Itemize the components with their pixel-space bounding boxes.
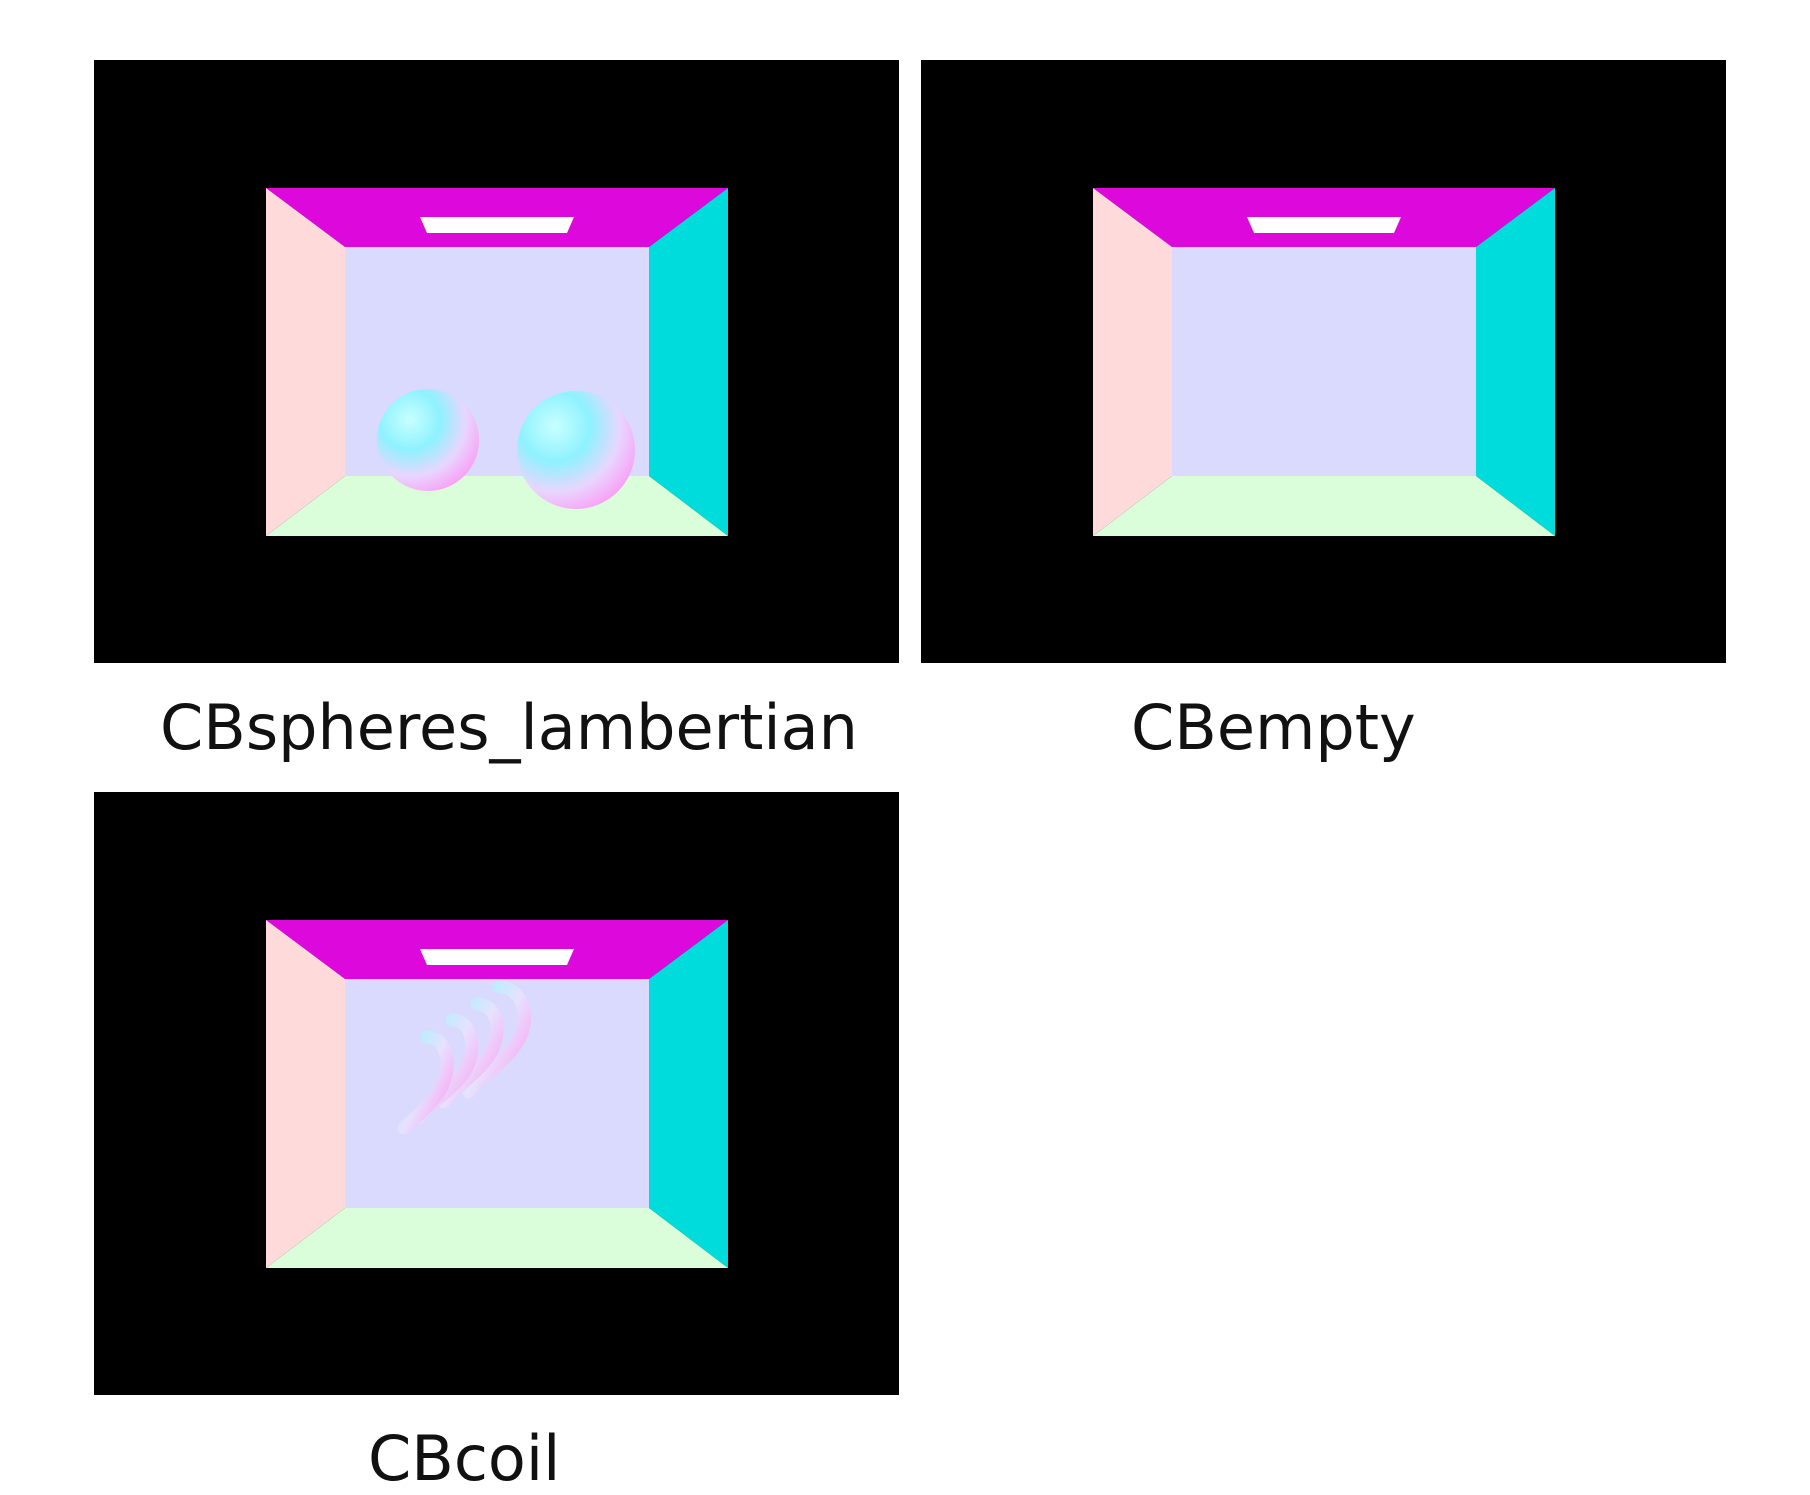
floor	[266, 1208, 728, 1268]
ceiling-light	[420, 949, 574, 965]
left-wall	[1093, 188, 1172, 536]
cornell-box-scene	[266, 920, 728, 1268]
coil-object	[397, 980, 532, 1135]
caption-cbspheres-lambertian: CBspheres_lambertian	[160, 691, 858, 764]
right-wall	[649, 920, 728, 1268]
right-wall	[1476, 188, 1555, 536]
cornell-box-scene	[1093, 188, 1555, 536]
ceiling-light	[1247, 217, 1401, 233]
caption-cbempty: CBempty	[1131, 691, 1416, 764]
ceiling-light	[420, 217, 574, 233]
render-cbempty	[921, 60, 1726, 663]
render-cbcoil	[94, 792, 899, 1395]
right-sphere	[517, 391, 635, 509]
floor	[266, 476, 728, 536]
back-wall	[1172, 247, 1476, 476]
left-sphere	[377, 389, 479, 491]
render-cbspheres-lambertian	[94, 60, 899, 663]
floor	[1093, 476, 1555, 536]
right-wall	[649, 188, 728, 536]
left-wall	[266, 188, 345, 536]
caption-cbcoil: CBcoil	[368, 1422, 561, 1495]
cornell-box-scene	[266, 188, 728, 536]
left-wall	[266, 920, 345, 1268]
